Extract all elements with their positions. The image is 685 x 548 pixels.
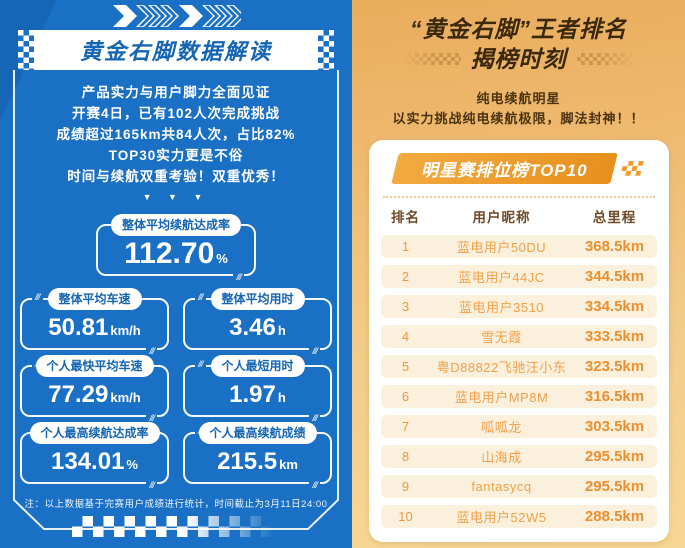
table-row: 5 粤D88822飞驰汪小东 323.5km	[380, 355, 657, 378]
intro-paragraph: 产品实力与用户脚力全面见证 开赛4日，已有102人次完成挑战 成绩超过165km…	[0, 82, 352, 187]
table-row: 6 蓝电用户MP8M 316.5km	[380, 385, 657, 408]
subtitle-line: 纯电续航明星	[476, 91, 561, 106]
table-body: 1 蓝电用户50DU 368.5km 2 蓝电用户44JC 344.5km 3 …	[380, 235, 657, 528]
board-title-banner: 明星赛排位榜TOP10	[391, 153, 618, 184]
stat-value: 134.01%	[51, 448, 138, 475]
stat-value: 215.5 km	[217, 448, 298, 475]
left-title-banner: 黄金右脚数据解读	[18, 30, 334, 70]
stat-label: 整体平均车速	[47, 288, 142, 310]
stat-box-shortest-time: 个人最短用时 1.97h	[183, 355, 332, 423]
board-title: 明星赛排位榜TOP10	[421, 161, 588, 180]
intro-line: 成绩超过165km共84人次，占比82%	[56, 127, 296, 142]
stat-box-highest-rate: 个人最高续航达成率 134.01%	[20, 422, 169, 490]
stat-value: 50.81 km/h	[48, 314, 141, 341]
checker-decoration	[318, 30, 334, 70]
right-title-line2: 揭榜时刻	[470, 46, 567, 72]
stat-label: 个人最短用时	[210, 355, 305, 377]
checker-decoration	[18, 30, 34, 70]
chevrons-icon	[113, 5, 241, 27]
stat-label: 整体平均续航达成率	[110, 214, 242, 236]
stat-value: 77.29 km/h	[48, 381, 141, 408]
intro-line: 产品实力与用户脚力全面见证	[81, 85, 271, 100]
table-row: 9 fantasycq 295.5km	[380, 475, 657, 498]
data-summary-panel: 黄金右脚数据解读 产品实力与用户脚力全面见证 开赛4日，已有102人次完成挑战 …	[0, 0, 352, 548]
intro-line: 时间与续航双重考验！双重优秀！	[67, 169, 285, 184]
header-rank: 排名	[391, 210, 420, 225]
stat-label: 个人最高续航成绩	[198, 422, 317, 444]
left-panel-title: 黄金右脚数据解读	[79, 39, 272, 64]
stat-box-overall-range-rate: 整体平均续航达成率 112.70%	[96, 214, 256, 282]
intro-line: 开赛4日，已有102人次完成挑战	[71, 106, 281, 121]
checker-decoration	[576, 53, 635, 65]
leaderboard-panel: “黄金右脚”王者排名 揭榜时刻 纯电续航明星 以实力挑战纯电续航极限，脚法封神！…	[352, 0, 685, 548]
table-header-row: 排名 用户昵称 总里程	[381, 204, 657, 228]
right-title-line1: “黄金右脚”王者排名	[410, 16, 627, 42]
table-row: 8 山海成 295.5km	[380, 445, 657, 468]
table-row: 2 蓝电用户44JC 344.5km	[380, 265, 657, 288]
stat-value: 1.97 h	[229, 381, 286, 408]
down-triangles-icon: ▼ ▼ ▼	[142, 192, 210, 202]
stat-label: 个人最快平均车速	[35, 355, 154, 377]
header-name: 用户昵称	[472, 210, 531, 225]
dotted-separator	[382, 196, 655, 198]
checkered-flag-icon	[619, 161, 644, 176]
table-row: 10 蓝电用户52W5 288.5km	[380, 505, 657, 528]
right-subtitle: 纯电续航明星 以实力挑战纯电续航极限，脚法封神！！	[352, 89, 685, 129]
table-row: 7 呱呱龙 303.5km	[380, 415, 657, 438]
table-row: 3 蓝电用户3510 334.5km	[380, 295, 657, 318]
stat-box-highest-range: 个人最高续航成绩 215.5km	[183, 422, 332, 490]
table-row: 1 蓝电用户50DU 368.5km	[380, 235, 657, 258]
right-panel-title: “黄金右脚”王者排名 揭榜时刻	[352, 14, 685, 74]
table-row: 4 雪无霞 333.5km	[380, 325, 657, 348]
header-distance: 总里程	[592, 210, 637, 225]
stat-label: 整体平均用时	[210, 288, 305, 310]
intro-line: TOP30实力更是不俗	[108, 148, 244, 163]
subtitle-line: 以实力挑战纯电续航极限，脚法封神！！	[392, 111, 645, 126]
stat-value: 3.46 h	[229, 314, 286, 341]
checker-decoration	[402, 53, 461, 65]
footnote: 注：以上数据基于完赛用户成绩进行统计，时间截止为3月11日24:00	[24, 499, 328, 510]
leaderboard-card: 明星赛排位榜TOP10 排名 用户昵称 总里程 1 蓝电用户50DU 368.5…	[368, 140, 669, 542]
stat-label: 个人最高续航达成率	[29, 422, 160, 444]
board-banner-row: 明星赛排位榜TOP10	[381, 153, 657, 184]
checker-strip-decoration	[72, 516, 280, 537]
stat-box-avg-time: 整体平均用时 3.46h	[183, 288, 332, 356]
